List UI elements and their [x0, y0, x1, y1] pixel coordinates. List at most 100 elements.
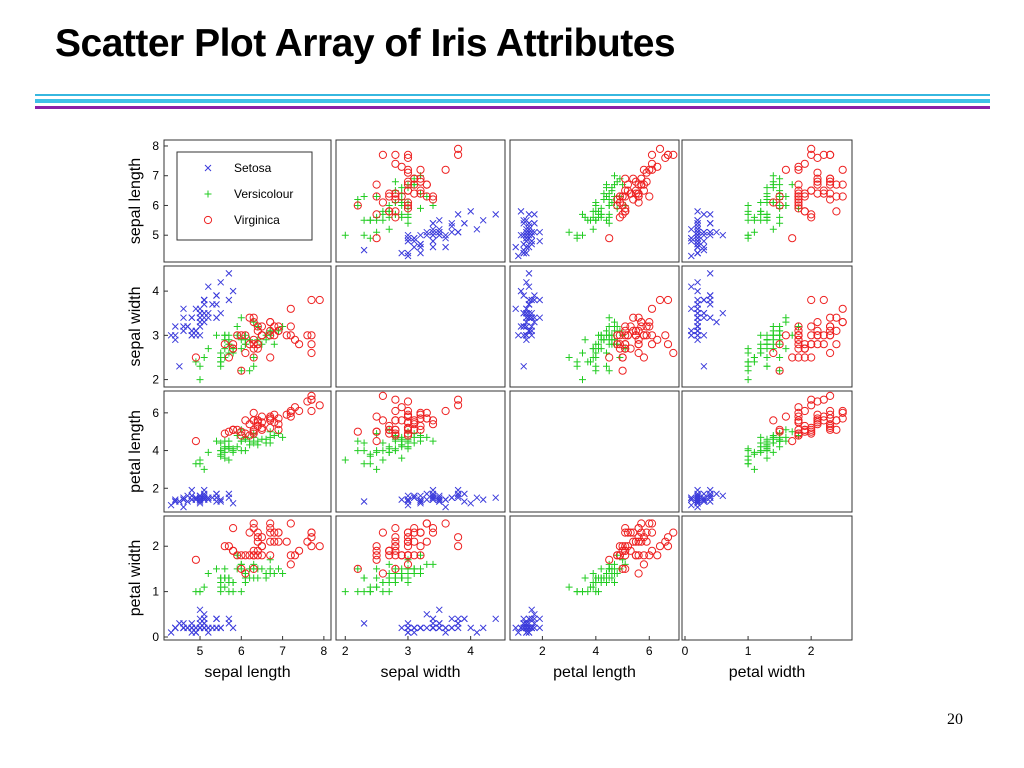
data-point-setosa	[706, 492, 714, 500]
panel-petal_width-vs-petal_length	[509, 515, 680, 641]
data-point-virginica	[615, 551, 625, 560]
data-point-virginica	[249, 524, 258, 533]
y-tick-label: 2	[152, 539, 159, 553]
data-point-virginica	[832, 207, 841, 216]
data-point-setosa	[429, 494, 437, 502]
data-point-virginica	[832, 340, 841, 349]
data-point-setosa	[520, 292, 528, 299]
data-point-versicolour	[776, 193, 784, 200]
data-point-setosa	[171, 323, 179, 330]
data-point-virginica	[629, 326, 638, 335]
data-point-virginica	[647, 528, 657, 537]
data-point-setosa	[687, 501, 695, 509]
data-point-setosa	[536, 624, 544, 632]
data-point-setosa	[454, 211, 462, 218]
data-point-versicolour	[769, 435, 777, 443]
data-point-versicolour	[192, 358, 200, 366]
data-point-virginica	[800, 344, 809, 353]
data-point-versicolour	[750, 216, 758, 224]
data-point-versicolour	[398, 184, 406, 192]
data-point-virginica	[253, 537, 262, 546]
data-point-virginica	[397, 551, 406, 560]
data-point-virginica	[637, 318, 646, 327]
data-point-virginica	[788, 437, 797, 446]
data-point-versicolour	[237, 588, 245, 596]
data-point-setosa	[700, 331, 708, 339]
data-point-virginica	[249, 344, 258, 353]
data-point-virginica	[441, 519, 450, 528]
data-point-setosa	[217, 309, 225, 317]
data-point-versicolour	[385, 574, 393, 582]
data-point-virginica	[826, 322, 835, 331]
data-point-virginica	[621, 551, 630, 560]
data-point-versicolour	[270, 570, 278, 577]
x-tick-label: 5	[197, 644, 204, 658]
data-point-setosa	[528, 240, 536, 248]
data-point-setosa	[528, 309, 536, 317]
data-point-virginica	[372, 192, 381, 201]
data-point-virginica	[286, 408, 295, 417]
data-point-virginica	[621, 340, 630, 349]
data-point-virginica	[270, 331, 279, 340]
data-point-versicolour	[266, 556, 274, 564]
data-point-setosa	[687, 252, 695, 260]
data-point-virginica	[391, 537, 400, 546]
data-point-virginica	[807, 423, 816, 432]
data-point-versicolour	[237, 367, 245, 375]
data-point-versicolour	[385, 588, 393, 596]
data-point-setosa	[700, 296, 708, 304]
data-point-virginica	[286, 519, 295, 528]
data-point-setosa	[442, 496, 449, 503]
data-point-virginica	[794, 425, 803, 434]
x-tick-label: 2	[342, 644, 349, 658]
data-point-setosa	[442, 629, 449, 636]
data-point-virginica	[391, 416, 400, 425]
data-point-versicolour	[776, 213, 784, 221]
data-point-setosa	[404, 237, 412, 245]
data-point-versicolour	[250, 565, 258, 573]
data-point-versicolour	[589, 345, 597, 353]
data-point-virginica	[826, 177, 835, 186]
data-point-virginica	[639, 560, 649, 569]
data-point-setosa	[360, 620, 368, 627]
data-point-setosa	[719, 309, 727, 317]
data-point-setosa	[713, 490, 720, 498]
data-point-setosa	[694, 216, 701, 224]
data-point-virginica	[781, 412, 791, 421]
data-point-versicolour	[584, 216, 592, 224]
data-point-setosa	[517, 231, 525, 239]
data-point-virginica	[637, 528, 646, 537]
data-point-setosa	[217, 624, 225, 632]
data-point-virginica	[663, 295, 673, 305]
data-point-setosa	[429, 624, 437, 632]
data-point-versicolour	[366, 588, 374, 596]
data-point-setosa	[398, 624, 406, 632]
data-point-versicolour	[366, 216, 374, 224]
data-point-virginica	[257, 533, 266, 542]
data-point-virginica	[621, 546, 630, 555]
data-point-virginica	[647, 150, 657, 159]
data-point-virginica	[266, 414, 275, 423]
data-point-virginica	[237, 431, 246, 440]
legend-label-versicolour: Versicolour	[234, 187, 293, 201]
data-point-virginica	[237, 564, 246, 574]
data-point-virginica	[391, 207, 400, 216]
data-point-virginica	[629, 313, 638, 322]
data-point-virginica	[647, 159, 657, 168]
data-point-setosa	[435, 216, 443, 224]
data-point-setosa	[528, 228, 536, 236]
data-point-setosa	[479, 216, 487, 224]
data-point-virginica	[663, 542, 673, 551]
data-point-versicolour	[744, 210, 752, 218]
data-point-setosa	[442, 243, 449, 251]
data-point-versicolour	[744, 460, 752, 468]
data-point-versicolour	[250, 362, 258, 370]
data-point-setosa	[694, 231, 701, 239]
data-point-versicolour	[621, 345, 629, 353]
data-point-versicolour	[776, 219, 784, 227]
data-point-virginica	[403, 150, 413, 159]
data-point-virginica	[613, 551, 622, 560]
data-point-virginica	[391, 406, 400, 416]
data-point-virginica	[220, 429, 229, 438]
data-point-versicolour	[204, 345, 212, 353]
